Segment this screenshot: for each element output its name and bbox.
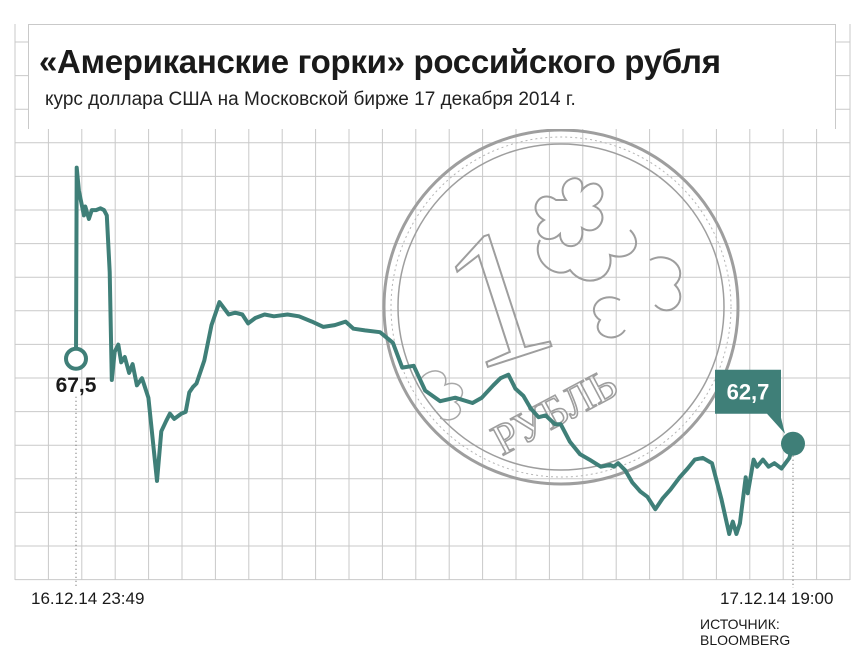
start-value-label: 67,5 <box>56 374 97 397</box>
coin-leaf-left <box>419 370 464 421</box>
start-point-marker <box>64 346 88 371</box>
end-point-marker <box>781 431 805 456</box>
chart-title: «Американские горки» российского рубля <box>39 43 721 80</box>
end-value-callout: 62,7 <box>715 369 785 434</box>
coin-dotted-ring <box>390 136 732 478</box>
source-label: ИСТОЧНИК: BLOOMBERG <box>700 616 791 648</box>
end-value-callout-box <box>715 369 785 434</box>
chart-subtitle: курс доллара США на Московской бирже 17 … <box>45 89 576 110</box>
x-axis-end-label: 17.12.14 19:00 <box>720 589 834 608</box>
ruble-coin-watermark: 1 РУБЛЬ <box>382 128 740 486</box>
coin-inner-ring <box>397 143 725 471</box>
coin-outer-ring <box>382 128 740 486</box>
title-box: «Американские горки» российского рубля к… <box>28 24 836 129</box>
x-axis-start-label: 16.12.14 23:49 <box>31 589 145 608</box>
rate-line <box>74 165 795 536</box>
coin-ornament <box>534 177 682 339</box>
end-value-label: 62,7 <box>727 380 770 405</box>
